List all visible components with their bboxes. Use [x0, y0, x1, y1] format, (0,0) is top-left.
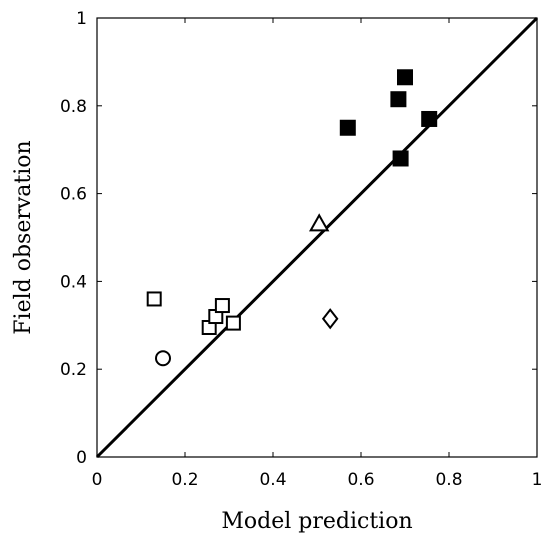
data-point-open-diamond — [321, 308, 339, 330]
x-axis-title: Model prediction — [221, 509, 412, 534]
y-tick-label: 0.4 — [60, 272, 87, 292]
plot-frame — [96, 17, 538, 458]
data-point-filled-square — [339, 119, 356, 136]
y-tick-label: 0.6 — [60, 185, 87, 205]
y-tick-label: 0.8 — [60, 97, 87, 117]
data-point-filled-square — [390, 91, 407, 108]
data-point-open-triangle — [308, 213, 330, 232]
data-points-layer — [146, 69, 438, 367]
reference-line-layer — [95, 16, 539, 459]
x-tick-label: 0.2 — [171, 470, 198, 490]
data-point-open-square — [225, 315, 241, 331]
x-tick-label: 0 — [92, 470, 103, 490]
data-point-open-square — [214, 298, 230, 314]
data-point-open-square — [146, 291, 162, 307]
x-tick-label: 0.6 — [347, 470, 374, 490]
one-to-one-line — [95, 16, 539, 459]
data-point-open-circle — [155, 350, 171, 367]
data-point-filled-square — [421, 110, 438, 127]
ticks-layer: 0 0.2 0.4 0.6 0.8 1 0 0.2 0.4 0.6 0.8 1 — [60, 9, 542, 490]
y-tick-label: 0 — [76, 448, 87, 468]
data-point-filled-square — [397, 69, 413, 86]
y-axis-title: Field observation — [11, 140, 36, 334]
x-tick-label: 0.4 — [259, 470, 286, 490]
y-tick-label: 1 — [76, 9, 87, 29]
data-point-filled-square — [392, 150, 409, 167]
x-tick-label: 1 — [532, 470, 543, 490]
y-tick-label: 0.2 — [60, 360, 87, 380]
x-tick-label: 0.8 — [435, 470, 462, 490]
